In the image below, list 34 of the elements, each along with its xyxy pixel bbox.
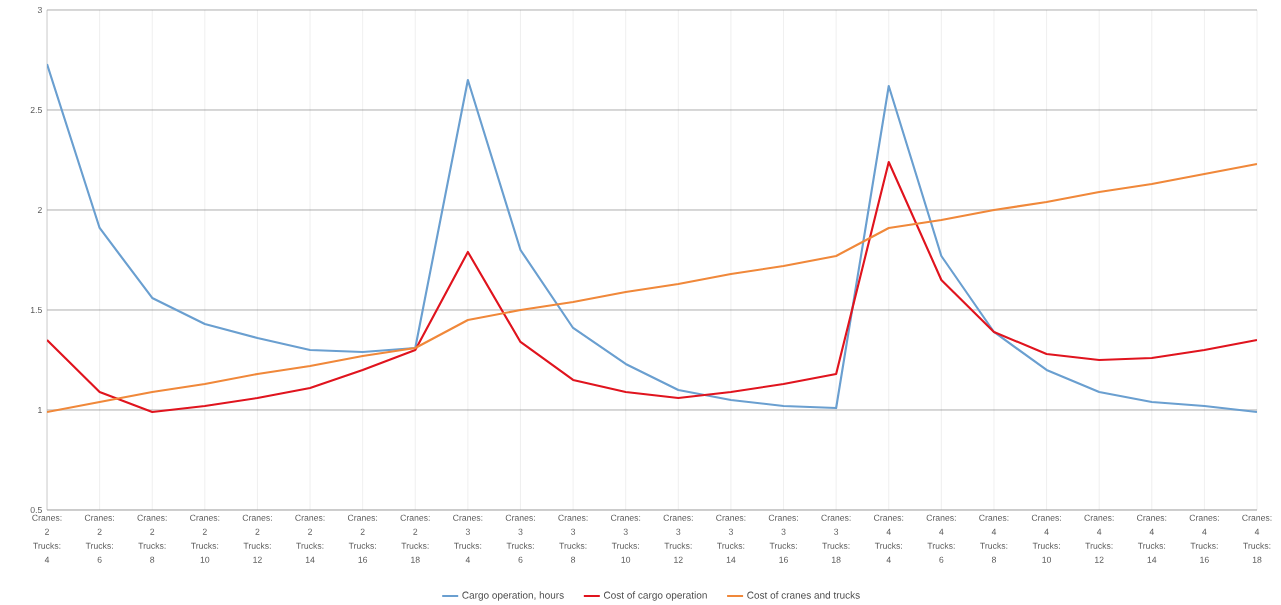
x-tick-label: Cranes: 3 Trucks: 8 <box>558 514 588 563</box>
x-tick-label: Cranes: 4 Trucks: 16 <box>1189 514 1219 563</box>
x-tick-label: Cranes: 2 Trucks: 18 <box>400 514 430 563</box>
x-tick-label: Cranes: 4 Trucks: 6 <box>926 514 956 563</box>
x-tick-label: Cranes: 4 Trucks: 18 <box>1242 514 1272 563</box>
x-tick-label: Cranes: 3 Trucks: 4 <box>453 514 483 563</box>
legend-label: Cost of cargo operation <box>603 591 707 601</box>
x-tick-label: Cranes: 4 Trucks: 10 <box>1031 514 1061 563</box>
x-tick-label: Cranes: 4 Trucks: 4 <box>874 514 904 563</box>
x-tick-label: Cranes: 2 Trucks: 8 <box>137 514 167 563</box>
line-series <box>47 62 1257 414</box>
legend-label: Cargo operation, hours <box>462 591 564 601</box>
x-tick-label: Cranes: 4 Trucks: 14 <box>1137 514 1167 563</box>
x-tick-label: Cranes: 2 Trucks: 6 <box>84 514 114 563</box>
y-tick-label: 1 <box>38 407 42 413</box>
y-tick-label: 0.5 <box>30 506 42 514</box>
x-tick-label: Cranes: 3 Trucks: 18 <box>821 514 851 563</box>
x-tick-label: Cranes: 4 Trucks: 12 <box>1084 514 1114 563</box>
x-tick-label: Cranes: 2 Trucks: 12 <box>242 514 272 563</box>
legend-label: Cost of cranes and trucks <box>747 591 860 599</box>
y-tick-label: 3 <box>37 6 42 14</box>
x-tick-label: Cranes: 2 Trucks: 10 <box>190 514 220 563</box>
y-tick-label: 2 <box>37 206 42 214</box>
x-tick-label: Cranes: 3 Trucks: 6 <box>505 514 535 563</box>
x-tick-label: Cranes: 3 Trucks: 14 <box>716 514 746 563</box>
x-tick-label: Cranes: 3 Trucks: 16 <box>768 514 798 563</box>
x-tick-label: Cranes: 4 Trucks: 8 <box>979 514 1009 563</box>
x-tick-label: Cranes: 2 Trucks: 4 <box>32 514 62 563</box>
x-tick-label: Cranes: 3 Trucks: 10 <box>610 514 641 563</box>
x-tick-label: Cranes: 2 Trucks: 14 <box>295 514 325 563</box>
x-tick-label: Cranes: 2 Trucks: 16 <box>347 514 378 563</box>
x-tick-label: Cranes: 3 Trucks: 12 <box>663 514 693 563</box>
y-tick-label: 2.5 <box>30 106 42 114</box>
y-tick-label: 1.5 <box>30 306 42 314</box>
